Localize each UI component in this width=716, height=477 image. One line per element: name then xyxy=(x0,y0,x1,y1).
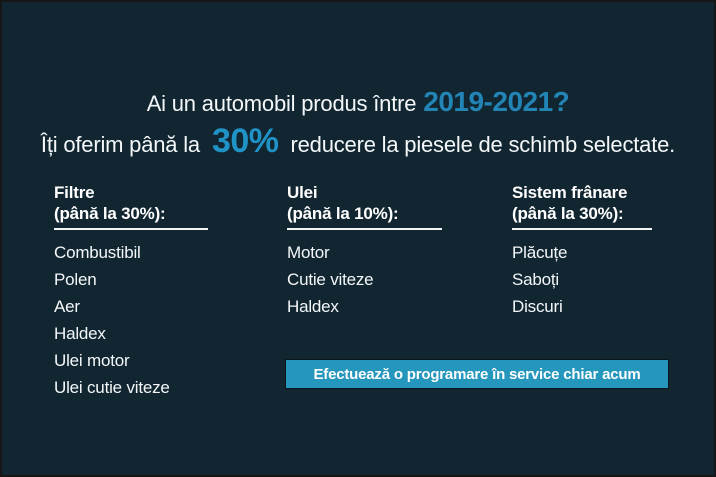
oil-list: Motor Cutie viteze Haldex xyxy=(287,239,442,320)
filters-list: Combustibil Polen Aer Haldex Ulei motor … xyxy=(54,239,208,401)
column-oil-title: Ulei (până la 10%): xyxy=(287,182,442,224)
column-filters-title: Filtre (până la 30%): xyxy=(54,182,208,224)
column-underline xyxy=(512,228,652,230)
list-item: Saboți xyxy=(512,270,560,289)
headline-year-highlight: 2019-2021? xyxy=(423,86,570,117)
column-oil: Ulei (până la 10%): Motor Cutie viteze H… xyxy=(287,182,442,320)
list-item: Haldex xyxy=(287,297,339,316)
discount-highlight: 30% xyxy=(211,122,279,160)
headline-line2-prefix: Îți oferim până la xyxy=(40,132,200,157)
headline-line1-text: Ai un automobil produs între xyxy=(146,91,417,116)
list-item: Plăcuțe xyxy=(512,243,568,262)
column-subtitle: (până la 30%): xyxy=(54,204,166,223)
cta-button[interactable]: Efectuează o programare în service chiar… xyxy=(285,359,669,389)
list-item: Aer xyxy=(54,297,80,316)
column-title: Ulei xyxy=(287,183,318,202)
column-subtitle: (până la 10%): xyxy=(287,204,399,223)
column-title: Sistem frânare xyxy=(512,183,628,202)
list-item: Cutie viteze xyxy=(287,270,374,289)
column-subtitle: (până la 30%): xyxy=(512,204,624,223)
list-item: Haldex xyxy=(54,324,106,343)
brakes-list: Plăcuțe Saboți Discuri xyxy=(512,239,652,320)
column-title: Filtre xyxy=(54,183,95,202)
headline-line1: Ai un automobil produs între 2019-2021? xyxy=(2,86,714,118)
headline-line2-suffix: reducere la piesele de schimb selectate. xyxy=(290,132,676,157)
list-item: Ulei motor xyxy=(54,351,130,370)
list-item: Polen xyxy=(54,270,97,289)
column-underline xyxy=(54,228,208,230)
list-item: Combustibil xyxy=(54,243,141,262)
list-item: Motor xyxy=(287,243,330,262)
column-brakes-title: Sistem frânare (până la 30%): xyxy=(512,182,652,224)
headline-line2: Îți oferim până la 30% reducere la piese… xyxy=(2,122,714,161)
column-filters: Filtre (până la 30%): Combustibil Polen … xyxy=(54,182,208,401)
list-item: Discuri xyxy=(512,297,563,316)
list-item: Ulei cutie viteze xyxy=(54,378,170,397)
column-underline xyxy=(287,228,442,230)
column-brakes: Sistem frânare (până la 30%): Plăcuțe Sa… xyxy=(512,182,652,320)
